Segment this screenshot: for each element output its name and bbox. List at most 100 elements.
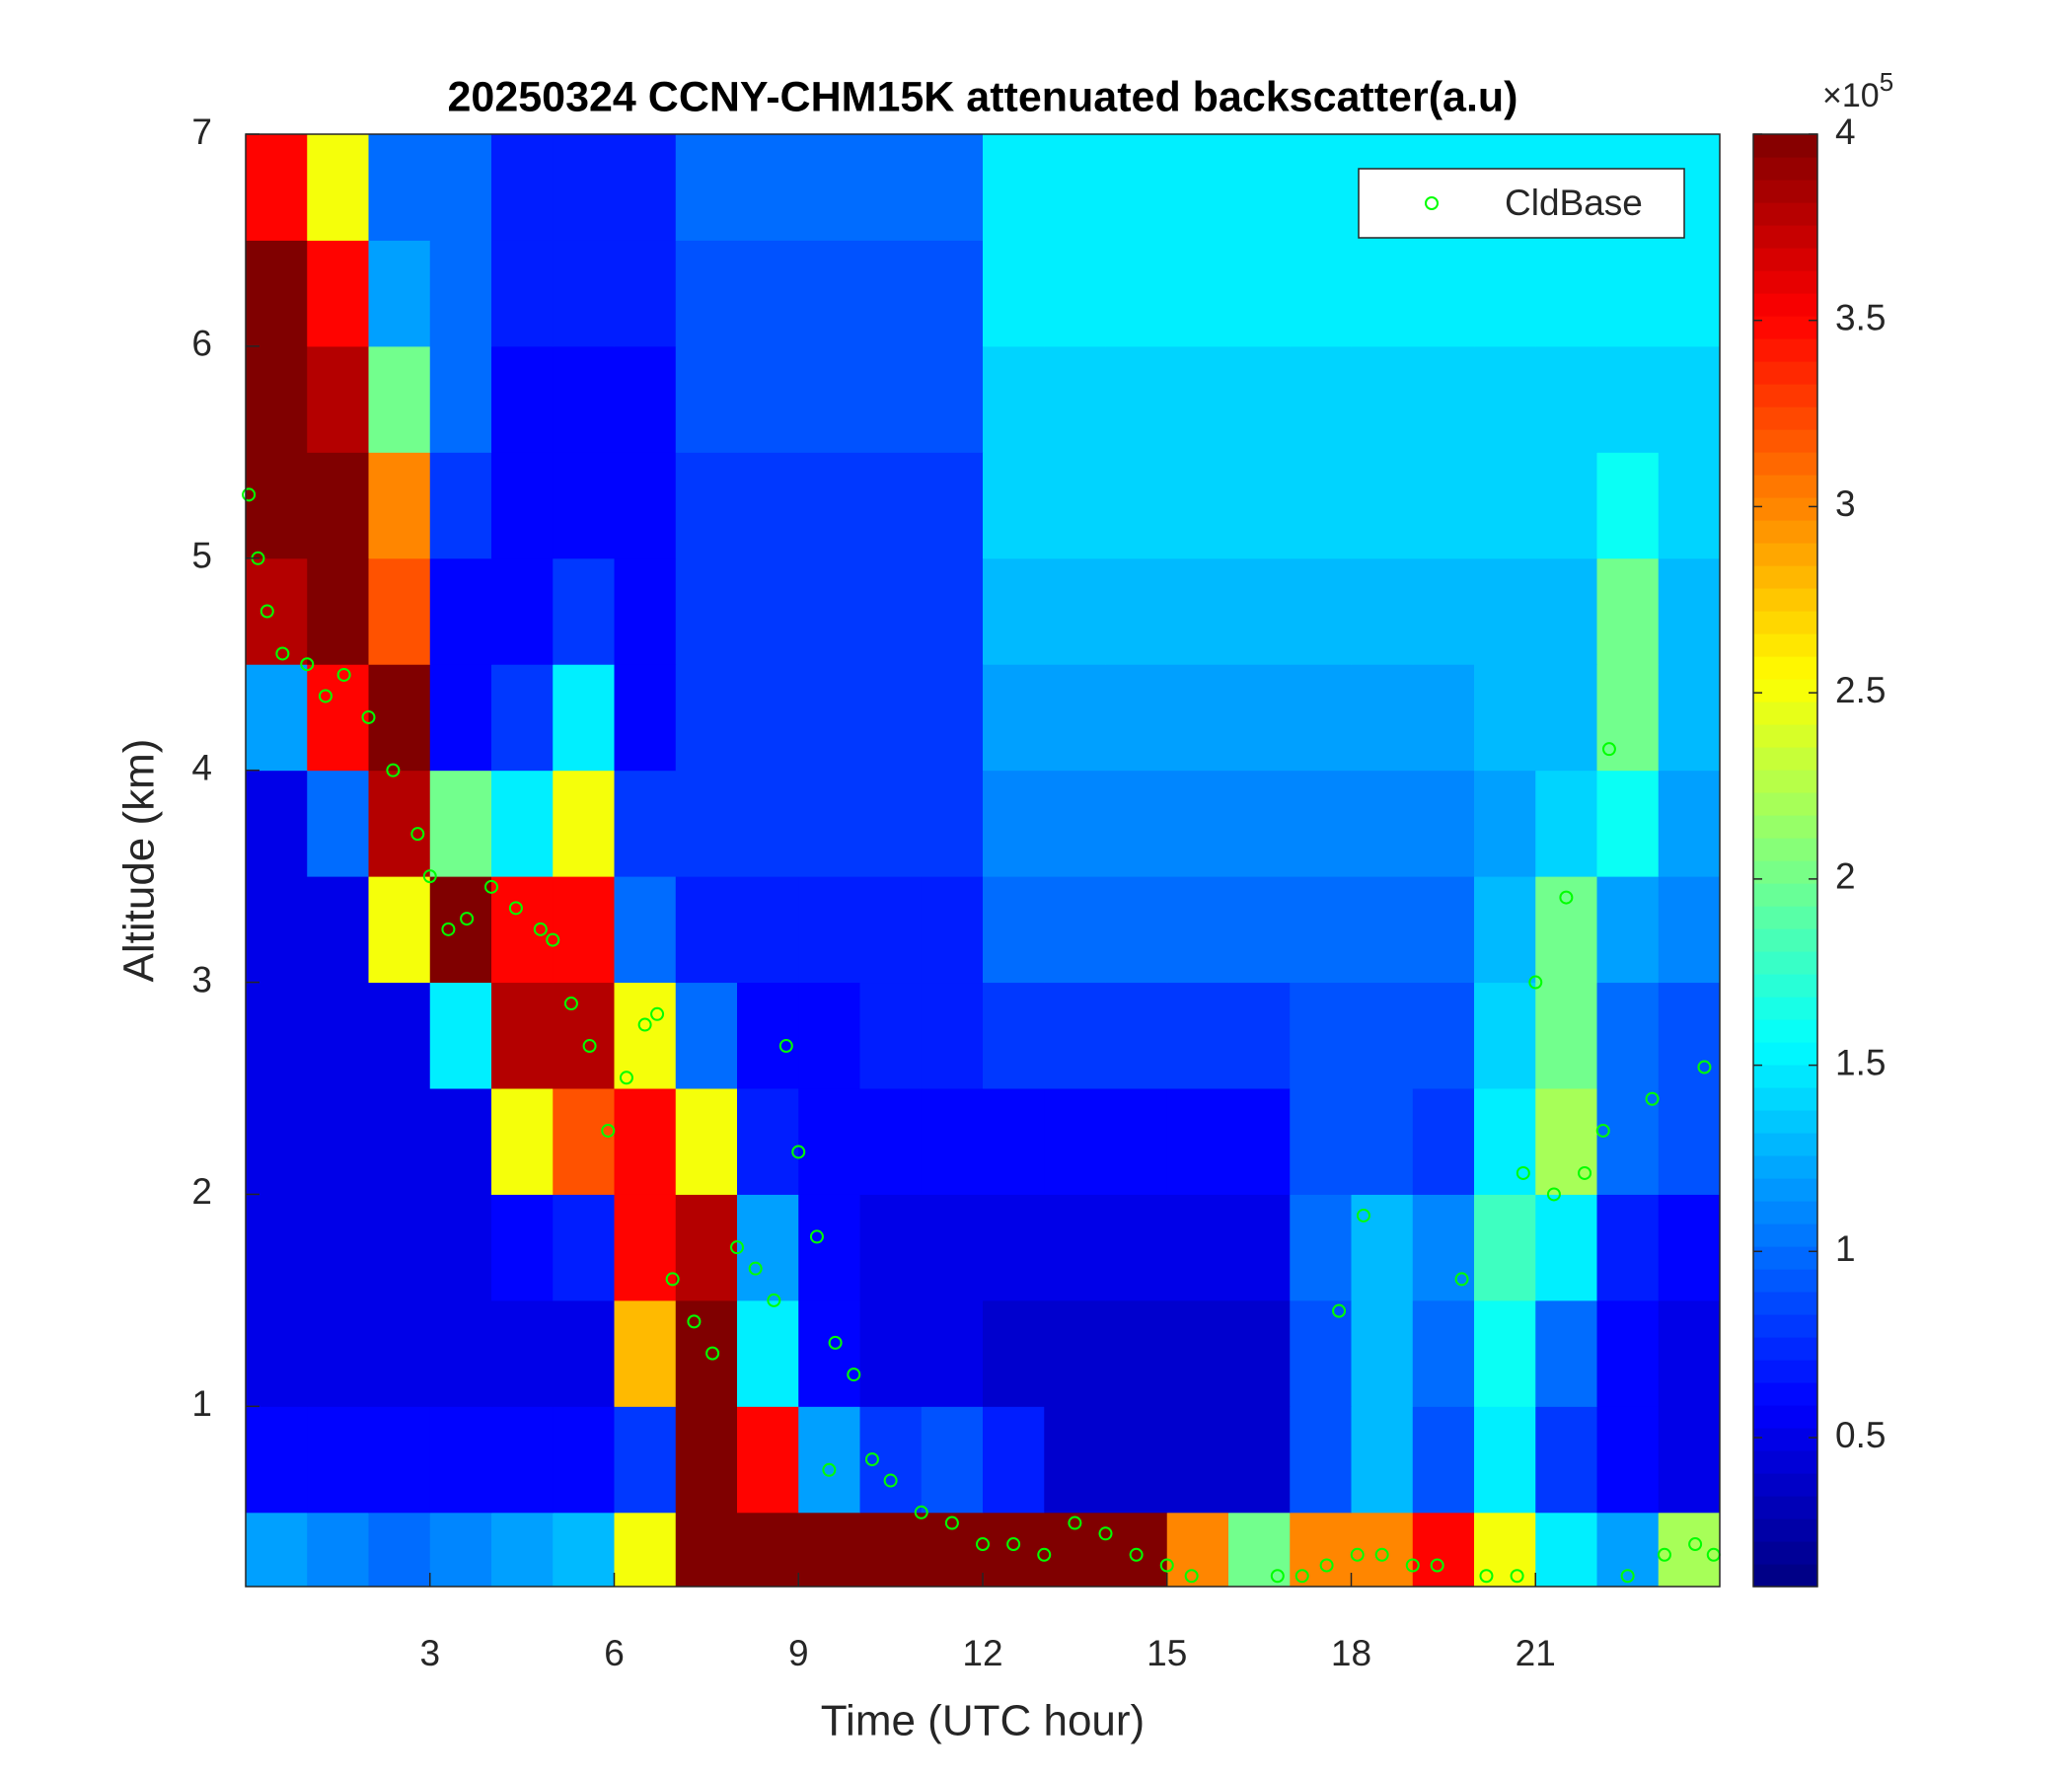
y-axis-label: Altitude (km): [115, 739, 164, 983]
heatmap-cell: [368, 1088, 431, 1195]
heatmap-cell: [1596, 557, 1660, 665]
heatmap-cell: [1290, 557, 1352, 665]
heatmap-cell: [737, 1512, 799, 1588]
colorbar-tick-label: 3.5: [1835, 297, 1886, 337]
colorbar-swatch: [1753, 724, 1817, 748]
heatmap-cell: [491, 770, 554, 877]
colorbar-swatch: [1753, 1564, 1817, 1588]
x-tick-label: 6: [604, 1633, 625, 1673]
heatmap-cell: [491, 1194, 554, 1301]
heatmap-cell: [307, 1299, 369, 1407]
heatmap-cell: [859, 664, 923, 772]
cloud-base-point: [1159, 1558, 1174, 1573]
cloud-base-point: [687, 1314, 702, 1329]
heatmap-cell: [1658, 240, 1721, 347]
cloud-base-point: [1405, 1558, 1420, 1573]
heatmap-cell: [1535, 452, 1597, 559]
heatmap-cell: [1290, 134, 1352, 241]
heatmap-cell: [307, 876, 369, 984]
heatmap-cell: [798, 876, 860, 984]
heatmap-cell: [675, 1088, 738, 1195]
colorbar-swatch: [1753, 497, 1817, 521]
heatmap-cell: [1044, 452, 1106, 559]
heatmap-cell: [307, 452, 369, 559]
colorbar-swatch: [1753, 633, 1817, 657]
heatmap-cell: [1166, 134, 1229, 241]
heatmap-cell: [368, 240, 431, 347]
heatmap-cell: [1474, 557, 1536, 665]
heatmap-cell: [1474, 452, 1536, 559]
heatmap-cell: [859, 982, 923, 1089]
heatmap-cell: [429, 1512, 492, 1588]
heatmap-cell: [1658, 982, 1721, 1089]
heatmap-cell: [1658, 1406, 1721, 1514]
colorbar-tick-label: 1.5: [1835, 1042, 1886, 1082]
cloud-base-point: [1006, 1537, 1021, 1552]
heatmap-cell: [798, 770, 860, 877]
heatmap-cell: [1290, 1194, 1352, 1301]
cloud-base-point: [422, 869, 437, 884]
heatmap-cell: [1228, 557, 1291, 665]
heatmap-cell: [429, 982, 492, 1089]
heatmap-cell: [1290, 664, 1352, 772]
cloud-base-point: [484, 879, 498, 894]
heatmap-cell: [368, 557, 431, 665]
heatmap-cell: [1228, 1512, 1291, 1588]
heatmap-cell: [1228, 770, 1291, 877]
heatmap-cell: [491, 240, 554, 347]
heatmap-cell: [921, 345, 984, 453]
legend-marker: [1425, 196, 1439, 210]
cloud-base-point: [705, 1346, 720, 1361]
heatmap-cell: [1044, 1406, 1106, 1514]
heatmap-cell: [1044, 1299, 1106, 1407]
cloud-base-point: [410, 827, 425, 842]
colorbar-multiplier: ×105: [1822, 67, 1893, 114]
heatmap-cell: [246, 876, 308, 984]
cloud-base-point: [1578, 1165, 1592, 1180]
heatmap-cell: [553, 240, 615, 347]
cloud-base-point: [1184, 1569, 1199, 1584]
colorbar-swatch: [1753, 202, 1817, 226]
heatmap-cell: [1290, 876, 1352, 984]
heatmap-cell: [553, 452, 615, 559]
heatmap-cell: [553, 134, 615, 241]
heatmap-cell: [798, 452, 860, 559]
heatmap-cell: [246, 982, 308, 1089]
heatmap-cell: [1658, 1299, 1721, 1407]
heatmap-cell: [983, 1406, 1045, 1514]
cloud-base-point: [1037, 1547, 1052, 1562]
heatmap-cell: [1474, 240, 1536, 347]
heatmap-cell: [859, 770, 923, 877]
colorbar-tick-label: 4: [1835, 111, 1856, 152]
heatmap-cell: [1290, 1088, 1352, 1195]
heatmap-cell: [675, 134, 738, 241]
heatmap-cell: [553, 664, 615, 772]
cloud-base-point: [1620, 1569, 1635, 1584]
heatmap-cell: [1596, 1512, 1660, 1588]
colorbar-swatch: [1753, 293, 1817, 317]
heatmap-cell: [1596, 1088, 1660, 1195]
heatmap-cell: [921, 1512, 984, 1588]
heatmap-cell: [246, 1194, 308, 1301]
heatmap-cell: [1105, 876, 1168, 984]
colorbar-swatch: [1753, 1178, 1817, 1202]
heatmap-cell: [1290, 770, 1352, 877]
colorbar-box: [1752, 133, 1818, 1588]
colorbar-tick-label: 0.5: [1835, 1415, 1886, 1455]
heatmap-cell: [859, 876, 923, 984]
cloud-base-point: [1295, 1569, 1309, 1584]
heatmap-cell: [429, 770, 492, 877]
colorbar-swatch: [1753, 180, 1817, 203]
x-tick-label: 18: [1331, 1633, 1371, 1673]
colorbar-swatch: [1753, 565, 1817, 589]
heatmap-cell: [1351, 1194, 1414, 1301]
colorbar-swatch: [1753, 1065, 1817, 1088]
colorbar-swatch: [1753, 747, 1817, 771]
heatmap-cell: [553, 345, 615, 453]
heatmap-cell: [921, 557, 984, 665]
colorbar-swatch: [1753, 702, 1817, 725]
heatmap-cell: [1105, 345, 1168, 453]
heatmap-cell: [1658, 664, 1721, 772]
legend-box: [1358, 168, 1685, 239]
colorbar-swatch: [1753, 1246, 1817, 1270]
